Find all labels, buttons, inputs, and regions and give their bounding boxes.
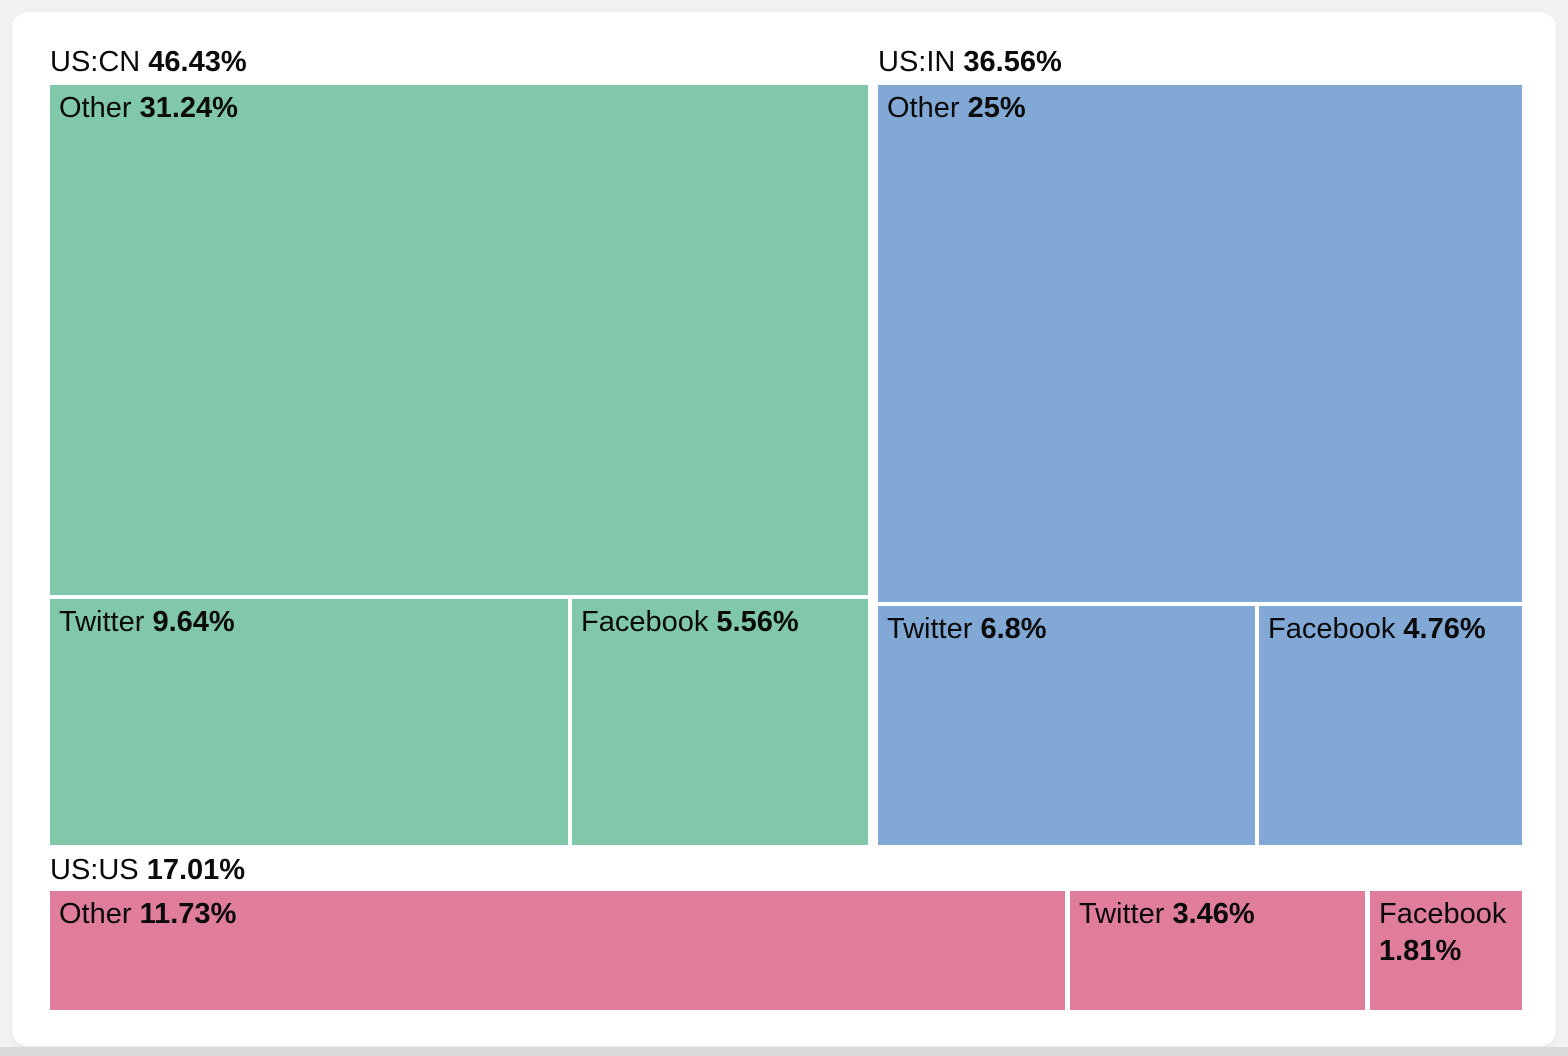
- group-header-us-us: US:US 17.01%: [50, 852, 245, 888]
- cell-value: 31.24%: [139, 92, 238, 124]
- treemap-card: US:CN 46.43% Other 31.24% Twitter 9.64% …: [12, 12, 1556, 1046]
- cell-value: 1.81%: [1379, 935, 1462, 967]
- treemap-cell-us-in-other[interactable]: Other 25%: [878, 85, 1522, 602]
- cell-label: Facebook: [1268, 613, 1396, 645]
- cell-label: Other: [59, 898, 132, 930]
- cell-value: 6.8%: [980, 613, 1047, 645]
- group-label: US:US: [50, 854, 139, 886]
- cell-label: Twitter: [59, 606, 145, 638]
- group-label: US:IN: [878, 46, 956, 78]
- treemap-cell-us-in-twitter[interactable]: Twitter 6.8%: [878, 606, 1255, 845]
- group-label: US:CN: [50, 46, 141, 78]
- group-header-us-in: US:IN 36.56%: [878, 44, 1062, 80]
- treemap-cell-us-cn-facebook[interactable]: Facebook 5.56%: [572, 599, 868, 845]
- group-value: 46.43%: [148, 46, 247, 78]
- cell-value: 4.76%: [1403, 613, 1486, 645]
- cell-label: Facebook: [581, 606, 709, 638]
- treemap-cell-us-us-facebook[interactable]: Facebook 1.81%: [1370, 891, 1522, 1010]
- cell-value: 5.56%: [716, 606, 799, 638]
- group-header-us-cn: US:CN 46.43%: [50, 44, 247, 80]
- treemap-cell-us-cn-other[interactable]: Other 31.24%: [50, 85, 868, 595]
- cell-value: 9.64%: [152, 606, 235, 638]
- cell-label: Twitter: [1079, 898, 1165, 930]
- group-value: 17.01%: [146, 854, 246, 886]
- cell-label: Facebook: [1379, 898, 1507, 930]
- cell-value: 3.46%: [1172, 898, 1255, 930]
- cell-label: Other: [887, 92, 960, 124]
- treemap-cell-us-in-facebook[interactable]: Facebook 4.76%: [1259, 606, 1522, 845]
- cell-label: Twitter: [887, 613, 973, 645]
- treemap-cell-us-us-other[interactable]: Other 11.73%: [50, 891, 1065, 1010]
- cell-value: 11.73%: [139, 898, 237, 930]
- treemap-cell-us-cn-twitter[interactable]: Twitter 9.64%: [50, 599, 568, 845]
- cell-value: 25%: [967, 92, 1026, 124]
- group-value: 36.56%: [963, 46, 1062, 78]
- treemap-cell-us-us-twitter[interactable]: Twitter 3.46%: [1070, 891, 1365, 1010]
- cell-label: Other: [59, 92, 132, 124]
- window-bottom-edge: [0, 1047, 1568, 1056]
